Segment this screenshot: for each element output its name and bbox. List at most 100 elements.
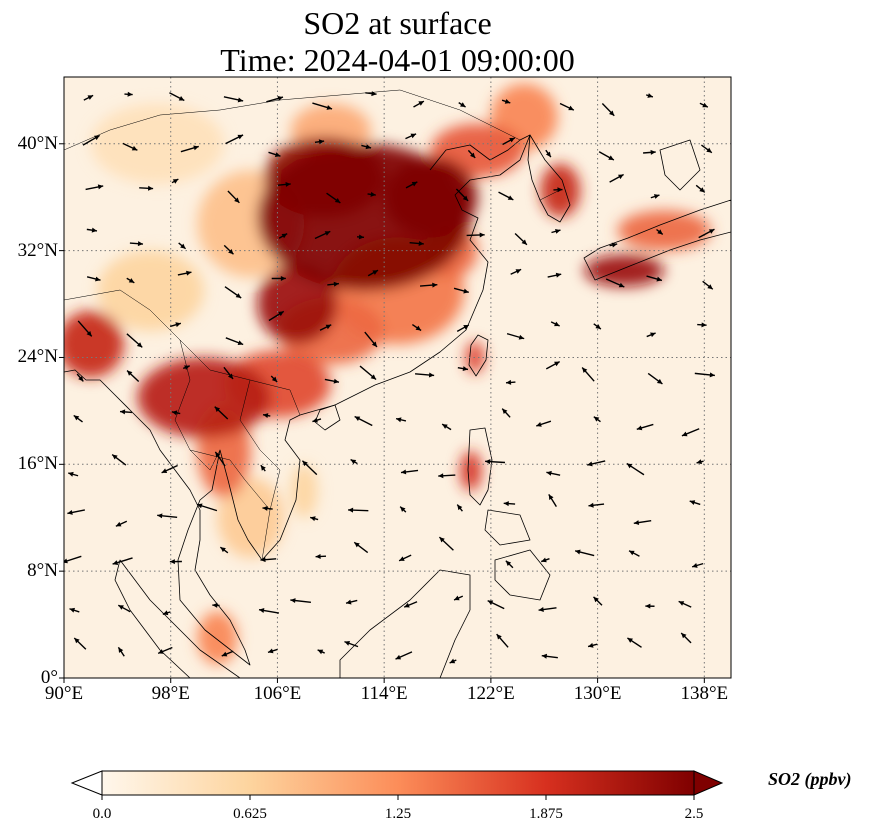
- wind-arrow: [678, 600, 692, 608]
- wind-arrow: [314, 230, 331, 240]
- lat-tick-label: 0°: [40, 667, 58, 688]
- wind-arrow: [702, 280, 714, 290]
- wind-arrow: [171, 410, 181, 416]
- lat-tick-label: 16°N: [17, 453, 58, 475]
- so2-region-3: [217, 477, 285, 558]
- wind-arrow: [169, 322, 182, 328]
- so2-region-24: [384, 157, 478, 238]
- wind-arrow: [73, 414, 83, 423]
- wind-arrow: [455, 188, 469, 202]
- plot-title: SO2 at surface: [303, 5, 492, 41]
- colorbar-tick-label: 1.25: [384, 806, 412, 822]
- wind-arrow: [536, 420, 552, 427]
- wind-arrow: [309, 516, 319, 522]
- wind-arrow: [698, 228, 715, 239]
- wind-arrow: [67, 471, 79, 477]
- wind-arrow: [126, 370, 140, 382]
- wind-arrow: [449, 658, 457, 664]
- wind-arrow: [626, 462, 645, 476]
- lon-tick-label: 122°E: [467, 683, 515, 704]
- so2-region-19: [137, 357, 271, 438]
- wind-arrow: [510, 268, 522, 275]
- wind-arrow: [636, 423, 654, 431]
- wind-arrow: [77, 320, 93, 337]
- wind-arrow: [262, 505, 273, 511]
- lon-tick-label: 90°E: [44, 683, 84, 704]
- wind-arrow: [487, 599, 505, 610]
- wind-arrow: [225, 337, 244, 346]
- wind-arrow: [214, 406, 229, 420]
- wind-arrow: [268, 151, 281, 158]
- wind-arrow: [126, 277, 135, 284]
- wind-arrow: [157, 646, 173, 655]
- wind-arrow: [117, 604, 131, 613]
- wind-arrow: [694, 372, 715, 378]
- lon-tick-label: 98°E: [151, 683, 190, 704]
- coastline-luzon: [467, 427, 493, 506]
- wind-arrow: [643, 149, 656, 155]
- wind-arrow: [501, 408, 511, 418]
- lon-tick-label: 130°E: [573, 683, 622, 704]
- wind-arrow: [361, 144, 372, 150]
- wind-arrow: [628, 550, 640, 557]
- wind-arrow: [365, 91, 377, 97]
- wind-arrow: [550, 321, 560, 327]
- so2-region-1: [97, 250, 205, 331]
- wind-arrow: [260, 557, 277, 563]
- wind-arrow: [301, 460, 318, 476]
- wind-arrow: [581, 367, 595, 382]
- wind-arrow: [85, 184, 104, 191]
- wind-arrow: [405, 133, 417, 140]
- coastline-taiwan: [468, 334, 489, 377]
- colorbar-title: SO2 (ppbv): [768, 769, 852, 789]
- wind-arrow: [645, 603, 655, 609]
- wind-arrow: [598, 151, 615, 161]
- lon-tick-label: 106°E: [253, 683, 302, 704]
- colorbar-tick-label: 0.0: [92, 806, 112, 822]
- wind-arrow: [345, 599, 358, 605]
- lon-tick-label: 138°E: [680, 683, 729, 704]
- wind-arrow: [650, 194, 660, 199]
- wind-arrow: [219, 546, 229, 554]
- wind-arrow: [178, 242, 187, 250]
- lat-tick-label: 24°N: [17, 346, 58, 368]
- wind-arrow: [64, 555, 82, 564]
- wind-arrow: [227, 190, 240, 204]
- wind-arrow: [467, 149, 476, 159]
- wind-arrow: [405, 181, 418, 189]
- wind-arrow: [647, 372, 663, 385]
- so2-region-16: [460, 450, 482, 492]
- wind-arrow: [348, 507, 369, 513]
- wind-arrow: [456, 324, 470, 332]
- wind-arrow: [76, 373, 84, 382]
- wind-arrow: [514, 232, 528, 246]
- axis-ticks: [59, 143, 705, 683]
- wind-arrow: [701, 144, 713, 154]
- wind-arrow: [268, 310, 285, 322]
- wind-arrow: [177, 270, 192, 276]
- so2-region-2: [290, 464, 318, 518]
- wind-arrow: [69, 607, 80, 613]
- wind-arrow: [221, 650, 234, 657]
- gridlines: [64, 77, 731, 678]
- coastline-visayas: [484, 509, 531, 546]
- wind-arrow: [122, 142, 138, 151]
- wind-arrow: [326, 192, 341, 204]
- wind-arrow: [86, 227, 98, 233]
- wind-arrow: [162, 610, 171, 616]
- wind-arrow: [270, 375, 278, 383]
- wind-arrow: [605, 278, 625, 288]
- wind-arrow: [139, 185, 154, 191]
- wind-arrow: [496, 633, 509, 648]
- wind-arrow: [695, 184, 706, 193]
- wind-arrow: [645, 93, 654, 98]
- coastline-mindanao: [494, 549, 551, 601]
- wind-arrow: [505, 379, 516, 385]
- so2-region-17: [64, 310, 125, 378]
- wind-arrow: [169, 92, 185, 102]
- wind-arrow: [260, 464, 266, 472]
- wind-arrow: [545, 361, 561, 370]
- wind-arrow: [212, 602, 220, 608]
- wind-arrow: [456, 504, 463, 512]
- wind-arrow: [112, 557, 133, 565]
